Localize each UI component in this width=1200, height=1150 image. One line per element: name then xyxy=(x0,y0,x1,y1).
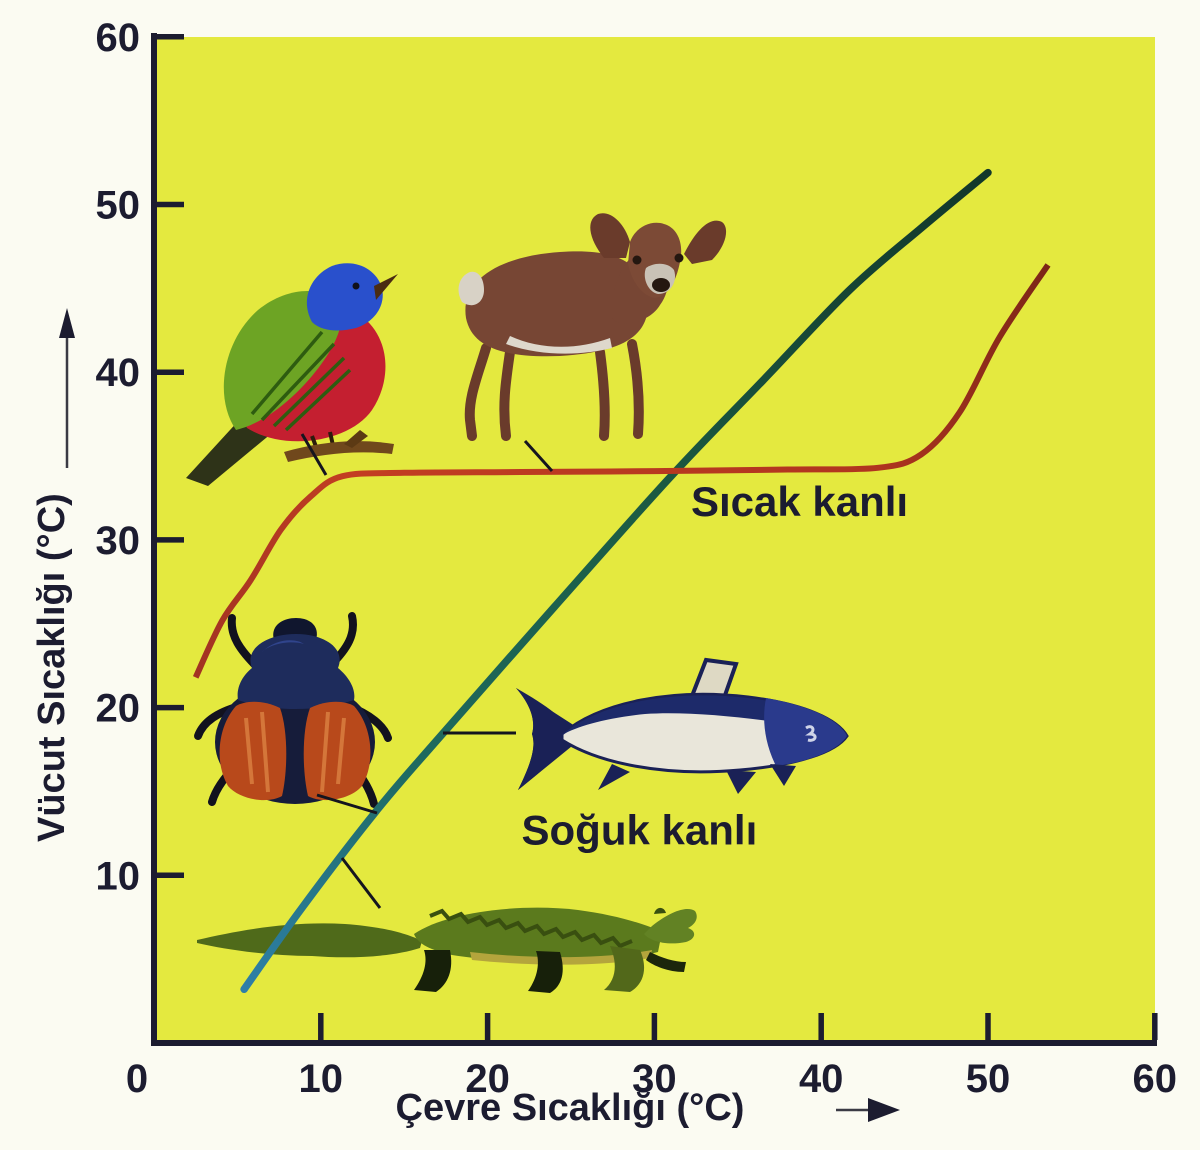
pointer-line-beetle xyxy=(316,793,378,815)
plot-area xyxy=(154,37,1155,1043)
y-tick-label: 50 xyxy=(96,184,141,228)
y-tick-label: 60 xyxy=(96,16,141,60)
warm-blooded-curve xyxy=(192,263,1051,679)
pointer-line-deer xyxy=(523,439,554,473)
x-axis-title: Çevre Sıcaklığı (°C) xyxy=(396,1087,745,1129)
cold-blooded-label: Soğuk kanlı xyxy=(522,806,758,853)
beetle-illustration xyxy=(194,612,392,808)
y-axis-ticks: 10 20 30 40 50 60 xyxy=(96,16,184,898)
cold-blooded-curve xyxy=(240,168,992,994)
crocodile-illustration xyxy=(197,907,697,993)
y-axis-title: Vücut Sıcaklığı (°C) xyxy=(31,493,73,842)
bird-illustration xyxy=(186,263,398,486)
x-tick-label: 60 xyxy=(1133,1057,1178,1101)
x-tick-label: 50 xyxy=(966,1057,1011,1101)
x-axis-ticks: 0 10 20 30 40 50 60 xyxy=(126,1013,1177,1101)
x-tick-label: 40 xyxy=(799,1057,844,1101)
y-tick-label: 20 xyxy=(96,687,141,731)
warm-blooded-label: Sıcak kanlı xyxy=(691,478,908,525)
x-axis-arrow-icon xyxy=(836,1098,900,1122)
fish-illustration xyxy=(516,657,849,794)
x-tick-label: 20 xyxy=(465,1057,510,1101)
pointer-line-bird xyxy=(300,433,328,476)
pointer-lines xyxy=(300,433,554,909)
y-tick-label: 40 xyxy=(96,351,141,395)
x-tick-label: 10 xyxy=(299,1057,344,1101)
y-tick-label: 10 xyxy=(96,854,141,898)
deer-illustration xyxy=(458,213,727,441)
x-tick-label: 0 xyxy=(126,1057,148,1101)
y-tick-label: 30 xyxy=(96,519,141,563)
y-axis-arrow-icon xyxy=(59,308,75,468)
pointer-line-crocodile xyxy=(340,857,382,909)
x-tick-label: 30 xyxy=(632,1057,677,1101)
